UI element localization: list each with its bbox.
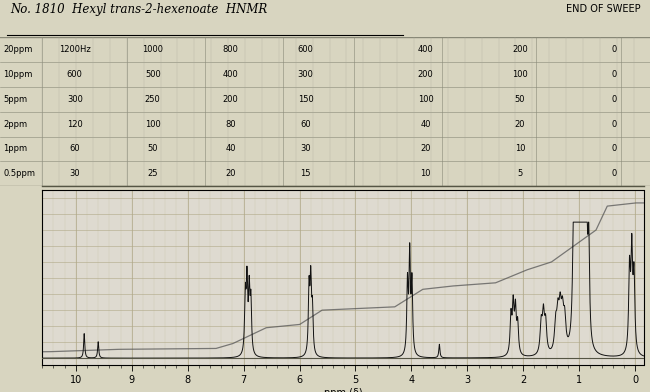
Text: 5ppm: 5ppm [3,95,27,104]
Text: 120: 120 [67,120,83,129]
Text: END OF SWEEP: END OF SWEEP [566,4,640,15]
Text: 600: 600 [67,70,83,79]
Text: 200: 200 [512,45,528,54]
Text: 80: 80 [226,120,236,129]
Text: 0: 0 [612,45,617,54]
Text: 500: 500 [145,70,161,79]
Text: 100: 100 [145,120,161,129]
Text: 300: 300 [67,95,83,104]
Text: 20: 20 [226,169,236,178]
Text: 0: 0 [612,169,617,178]
Text: 150: 150 [298,95,313,104]
Text: 200: 200 [223,95,239,104]
X-axis label: ppm (δ): ppm (δ) [324,388,362,392]
Text: 0: 0 [612,120,617,129]
Text: 0: 0 [612,70,617,79]
Text: 0: 0 [612,145,617,153]
Text: 20: 20 [515,120,525,129]
Text: 100: 100 [418,95,434,104]
Text: 50: 50 [515,95,525,104]
Text: 300: 300 [298,70,313,79]
Text: 10ppm: 10ppm [3,70,32,79]
Text: 800: 800 [223,45,239,54]
Text: 0: 0 [612,95,617,104]
Text: 60: 60 [300,120,311,129]
Text: 5: 5 [517,169,523,178]
Text: 30: 30 [300,145,311,153]
Text: 15: 15 [300,169,311,178]
Text: 2ppm: 2ppm [3,120,27,129]
Text: 1ppm: 1ppm [3,145,27,153]
Text: 40: 40 [421,120,431,129]
Text: 20: 20 [421,145,431,153]
Text: 60: 60 [70,145,80,153]
Text: 10: 10 [421,169,431,178]
Text: No. 1810  Hexyl trans-2-hexenoate  HNMR: No. 1810 Hexyl trans-2-hexenoate HNMR [10,3,267,16]
Text: 20ppm: 20ppm [3,45,32,54]
Text: 400: 400 [223,70,239,79]
Text: 25: 25 [148,169,158,178]
Text: 0.5ppm: 0.5ppm [3,169,35,178]
Text: 100: 100 [512,70,528,79]
Text: 400: 400 [418,45,434,54]
Text: 30: 30 [70,169,80,178]
Text: 10: 10 [515,145,525,153]
Text: 200: 200 [418,70,434,79]
Text: 50: 50 [148,145,158,153]
Text: 600: 600 [298,45,313,54]
Text: 1000: 1000 [142,45,163,54]
Text: 40: 40 [226,145,236,153]
Text: 1200Hz: 1200Hz [59,45,90,54]
Text: 250: 250 [145,95,161,104]
